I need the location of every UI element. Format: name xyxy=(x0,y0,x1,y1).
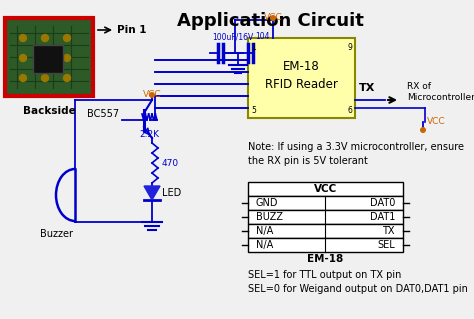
Text: Note: If using a 3.3V microcontroller, ensure
the RX pin is 5V tolerant: Note: If using a 3.3V microcontroller, e… xyxy=(248,142,464,166)
Circle shape xyxy=(64,75,71,81)
Text: DAT1: DAT1 xyxy=(370,212,395,222)
Circle shape xyxy=(42,55,48,62)
Text: 470: 470 xyxy=(162,159,179,167)
Text: TX: TX xyxy=(359,83,375,93)
Bar xyxy=(5,18,93,96)
Text: 2.2K: 2.2K xyxy=(139,130,159,139)
Circle shape xyxy=(150,93,155,97)
Circle shape xyxy=(42,34,48,41)
Text: VCC: VCC xyxy=(264,13,283,22)
Text: BUZZ: BUZZ xyxy=(256,212,283,222)
Text: SEL=1 for TTL output on TX pin
SEL=0 for Weigand output on DAT0,DAT1 pin: SEL=1 for TTL output on TX pin SEL=0 for… xyxy=(248,270,468,294)
Circle shape xyxy=(64,55,71,62)
Text: GND: GND xyxy=(256,198,279,208)
Bar xyxy=(248,196,403,210)
Text: 104: 104 xyxy=(255,32,270,41)
Text: 100uF/16V: 100uF/16V xyxy=(212,32,253,41)
Circle shape xyxy=(19,34,27,41)
Polygon shape xyxy=(144,186,160,200)
Bar xyxy=(248,238,403,252)
Circle shape xyxy=(19,75,27,81)
Text: 6: 6 xyxy=(347,106,352,115)
Circle shape xyxy=(19,55,27,62)
Text: 1: 1 xyxy=(251,43,256,52)
Circle shape xyxy=(42,75,48,81)
Text: N/A: N/A xyxy=(256,240,273,250)
Bar xyxy=(248,182,403,196)
Text: VCC: VCC xyxy=(314,184,337,194)
Text: EM-18
RFID Reader: EM-18 RFID Reader xyxy=(265,61,338,92)
Circle shape xyxy=(421,128,425,132)
Text: 5: 5 xyxy=(251,106,256,115)
Text: Pin 1: Pin 1 xyxy=(117,25,146,35)
Text: EM-18: EM-18 xyxy=(307,254,344,264)
Text: VCC: VCC xyxy=(143,90,161,99)
Text: RX of
Microcontroller: RX of Microcontroller xyxy=(407,82,474,102)
Circle shape xyxy=(271,16,275,20)
Text: BC557: BC557 xyxy=(87,109,119,119)
Text: Application Circuit: Application Circuit xyxy=(176,12,364,30)
Text: Buzzer: Buzzer xyxy=(40,229,73,239)
Circle shape xyxy=(64,34,71,41)
Text: VCC: VCC xyxy=(427,117,446,127)
Bar xyxy=(248,38,355,118)
Text: Backside: Backside xyxy=(23,106,75,116)
Text: 9: 9 xyxy=(347,43,352,52)
Bar xyxy=(33,45,63,73)
Text: LED: LED xyxy=(162,188,181,198)
Text: N/A: N/A xyxy=(256,226,273,236)
Text: DAT0: DAT0 xyxy=(370,198,395,208)
Text: TX: TX xyxy=(383,226,395,236)
Bar xyxy=(248,210,403,224)
Text: SEL: SEL xyxy=(377,240,395,250)
Bar xyxy=(248,224,403,238)
